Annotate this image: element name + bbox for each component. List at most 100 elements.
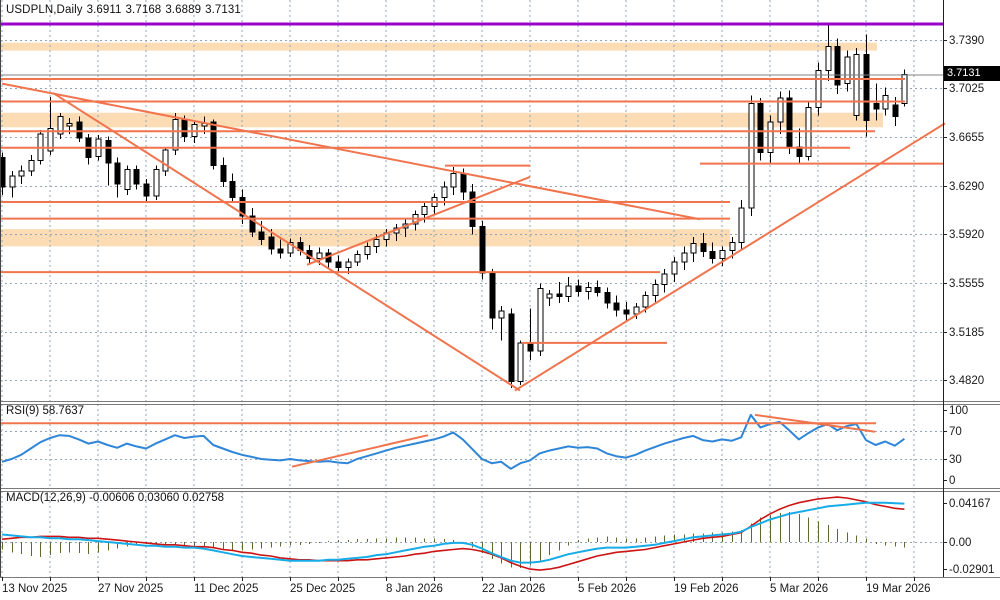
- rsi-line: [1, 413, 905, 470]
- rsi-trendline: [291, 434, 429, 468]
- candle-body: [738, 207, 745, 243]
- candle-body: [268, 236, 275, 250]
- candle-body: [76, 121, 83, 139]
- candle-body: [229, 181, 236, 198]
- date-axis-label: 22 Jan 2026: [482, 583, 545, 595]
- trendline: [306, 175, 531, 266]
- candle-body: [143, 183, 150, 197]
- open-value: 3.6911: [86, 4, 122, 16]
- candle-body: [287, 241, 294, 254]
- candle-body: [479, 226, 486, 274]
- candle-body: [450, 173, 457, 188]
- candle-body: [489, 272, 496, 319]
- candle-body: [18, 170, 25, 177]
- price-axis[interactable]: 3.7390 3.7025 3.6655 3.6290 3.5920 3.5555 3.51…: [943, 35, 994, 576]
- candle-body: [345, 261, 352, 269]
- candle-body: [623, 309, 630, 315]
- date-axis-label: 11 Dec 2025: [194, 583, 258, 595]
- candle-body: [277, 248, 284, 254]
- price-axis-label: 3.7390: [949, 35, 984, 47]
- candle-body: [373, 239, 380, 247]
- candle-body: [873, 102, 880, 110]
- candle-body: [441, 186, 448, 198]
- candle-body: [421, 206, 428, 216]
- macd-axis-label: -0.02901: [949, 564, 994, 576]
- candle-body: [853, 54, 860, 116]
- candle-body: [700, 243, 707, 253]
- candle-body: [719, 249, 726, 259]
- rsi-panel: [0, 413, 905, 470]
- close-value: 3.7131: [205, 4, 241, 16]
- candle-body: [66, 122, 73, 127]
- macd-name: MACD(12,26,9): [6, 492, 86, 504]
- price-axis-label: 3.5185: [949, 327, 984, 339]
- support-resistance-zones: [0, 42, 883, 247]
- candle-body: [124, 169, 131, 190]
- candle-body: [47, 128, 54, 152]
- trendline: [52, 92, 521, 392]
- candle-body: [642, 294, 649, 308]
- candle-body: [613, 302, 620, 311]
- candle-body: [757, 102, 764, 153]
- candle-body: [460, 173, 467, 193]
- candle-body: [527, 342, 534, 352]
- date-axis-label: 13 Nov 2025: [2, 583, 67, 595]
- candle-body: [0, 157, 6, 188]
- candle-body: [825, 46, 832, 71]
- price-axis-label: 3.6290: [949, 181, 984, 193]
- candle-body: [594, 286, 601, 294]
- candle-body: [172, 118, 179, 151]
- candle-body: [469, 191, 476, 228]
- candle-body: [546, 293, 553, 299]
- trendline: [514, 122, 946, 392]
- candle-body: [681, 252, 688, 263]
- panel-borders: [0, 0, 1000, 578]
- drawn-objects: [0, 22, 946, 392]
- date-axis-label: 19 Mar 2026: [866, 583, 931, 595]
- candle-body: [162, 149, 169, 172]
- rsi-indicator-label: RSI(9) 58.7637: [6, 405, 84, 417]
- macd-axis-label: 0.00: [949, 537, 971, 549]
- rsi-value: 58.7637: [42, 405, 85, 417]
- macd-values: -0.00606 0.03060 0.02758: [89, 492, 225, 504]
- candle-body: [153, 169, 160, 197]
- low-value: 3.6889: [165, 4, 202, 16]
- current-price-tag: 3.7131: [944, 66, 1000, 81]
- candle-body: [335, 261, 342, 269]
- trendline: [1, 82, 701, 221]
- candle-body: [105, 140, 112, 164]
- time-axis[interactable]: 13 Nov 2025 27 Nov 2025 11 Dec 2025 25 Dec …: [2, 577, 931, 595]
- candle-body: [863, 54, 870, 122]
- candle-body: [498, 310, 505, 319]
- price-axis-label: 3.4820: [949, 375, 984, 387]
- candle-body: [777, 97, 784, 123]
- chart-header: USDPLN,Daily 3.6911 3.7168 3.6889 3.7131: [6, 4, 245, 16]
- candle-body: [57, 116, 64, 135]
- date-axis-label: 5 Feb 2026: [578, 583, 636, 595]
- macd-axis-label: 0.04167: [949, 498, 991, 510]
- candle-body: [575, 285, 582, 292]
- candle-body: [786, 97, 793, 148]
- rsi-name: RSI(9): [6, 405, 40, 417]
- candle-body: [210, 121, 217, 167]
- price-axis-label: 3.5920: [949, 229, 984, 241]
- rsi-axis-label: 70: [949, 426, 962, 438]
- candle-body: [748, 102, 755, 209]
- candle-body: [815, 69, 822, 108]
- rsi-axis-label: 30: [949, 454, 962, 466]
- candle-body: [249, 215, 256, 233]
- candle-body: [556, 293, 563, 298]
- price-axis-label: 3.6655: [949, 132, 984, 144]
- candle-body: [537, 288, 544, 352]
- candle-body: [729, 241, 736, 251]
- candle-body: [671, 261, 678, 275]
- candle-body: [834, 46, 841, 86]
- candle-body: [239, 196, 246, 217]
- candle-body: [354, 253, 361, 263]
- date-axis-label: 27 Nov 2025: [98, 583, 163, 595]
- candle-body: [690, 243, 697, 254]
- gridlines: [0, 0, 943, 577]
- candle-body: [517, 342, 524, 382]
